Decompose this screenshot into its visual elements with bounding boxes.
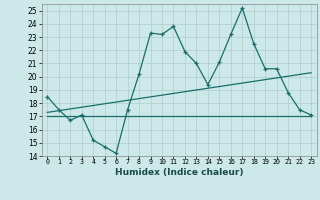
X-axis label: Humidex (Indice chaleur): Humidex (Indice chaleur)	[115, 168, 244, 177]
